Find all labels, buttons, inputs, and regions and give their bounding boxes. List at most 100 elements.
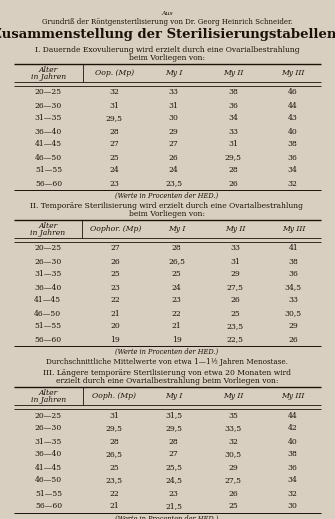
- Text: 44: 44: [288, 102, 298, 110]
- Text: 36: 36: [288, 463, 298, 471]
- Text: 27,5: 27,5: [225, 476, 242, 485]
- Text: My I: My I: [165, 69, 183, 77]
- Text: My II: My II: [223, 69, 244, 77]
- Text: 42: 42: [288, 425, 298, 432]
- Text: 31—35: 31—35: [34, 270, 61, 279]
- Text: 25: 25: [111, 270, 120, 279]
- Text: 31: 31: [228, 141, 238, 148]
- Text: 22: 22: [172, 309, 182, 318]
- Text: 25,5: 25,5: [165, 463, 182, 471]
- Text: 29: 29: [230, 270, 240, 279]
- Text: II. Temporäre Sterilisierung wird erzielt durch eine Ovarialbestrahlung: II. Temporäre Sterilisierung wird erziel…: [30, 202, 304, 210]
- Text: My III: My III: [281, 69, 305, 77]
- Text: 21: 21: [109, 502, 119, 511]
- Text: 27,5: 27,5: [226, 283, 244, 292]
- Text: Grundriß der Röntgensterilisierung von Dr. Georg Heinrich Schneider.: Grundriß der Röntgensterilisierung von D…: [42, 18, 292, 26]
- Text: 26—30: 26—30: [34, 257, 61, 266]
- Text: 34,5: 34,5: [285, 283, 302, 292]
- Text: 41—45: 41—45: [34, 296, 61, 305]
- Text: My I: My I: [165, 392, 183, 400]
- Text: 40: 40: [288, 438, 298, 445]
- Text: 24: 24: [172, 283, 182, 292]
- Text: My II: My II: [225, 225, 245, 233]
- Text: 26,5: 26,5: [168, 257, 185, 266]
- Text: 40: 40: [288, 128, 298, 135]
- Text: in Jahren: in Jahren: [31, 73, 66, 81]
- Text: 31: 31: [169, 102, 179, 110]
- Text: 23,5: 23,5: [106, 476, 123, 485]
- Text: 31: 31: [109, 102, 119, 110]
- Text: III. Längere temporäre Sterilisierung von etwa 20 Monaten wird: III. Längere temporäre Sterilisierung vo…: [43, 369, 291, 377]
- Text: 46—50: 46—50: [35, 476, 62, 485]
- Text: Alter: Alter: [38, 222, 57, 230]
- Text: 26: 26: [228, 180, 238, 187]
- Text: 46: 46: [288, 89, 298, 97]
- Text: 29,5: 29,5: [106, 115, 123, 122]
- Text: 43: 43: [288, 115, 298, 122]
- Text: Alter: Alter: [39, 66, 58, 74]
- Text: 20—25: 20—25: [34, 244, 61, 253]
- Text: 35: 35: [228, 412, 238, 419]
- Text: 26: 26: [228, 489, 238, 498]
- Text: 29,5: 29,5: [225, 154, 242, 161]
- Text: 32: 32: [288, 180, 298, 187]
- Text: My II: My II: [223, 392, 244, 400]
- Text: 30: 30: [288, 502, 298, 511]
- Text: 41—45: 41—45: [35, 141, 62, 148]
- Text: Zusammenstellung der Sterilisierungstabellen.: Zusammenstellung der Sterilisierungstabe…: [0, 28, 335, 41]
- Text: 22: 22: [111, 296, 120, 305]
- Text: 51—55: 51—55: [35, 489, 62, 498]
- Text: 31: 31: [109, 412, 119, 419]
- Text: 25: 25: [172, 270, 182, 279]
- Text: (Werte in Procenten der HED.): (Werte in Procenten der HED.): [115, 192, 219, 200]
- Text: 25: 25: [109, 154, 119, 161]
- Text: 33: 33: [228, 128, 238, 135]
- Text: 22: 22: [109, 489, 119, 498]
- Text: (Werte in Procenten der HED.): (Werte in Procenten der HED.): [115, 515, 219, 519]
- Text: erzielt durch eine Ovarialbestrahlung beim Vorliegen von:: erzielt durch eine Ovarialbestrahlung be…: [56, 377, 278, 385]
- Text: Oop. (Mp): Oop. (Mp): [95, 69, 134, 77]
- Text: 23,5: 23,5: [226, 322, 244, 331]
- Text: 20—25: 20—25: [35, 412, 62, 419]
- Text: beim Vorliegen von:: beim Vorliegen von:: [129, 210, 205, 218]
- Text: 27: 27: [109, 141, 119, 148]
- Text: 20: 20: [111, 322, 120, 331]
- Text: 44: 44: [288, 412, 298, 419]
- Text: 25: 25: [109, 463, 119, 471]
- Text: 38: 38: [288, 257, 298, 266]
- Text: 31—35: 31—35: [35, 115, 62, 122]
- Text: 31,5: 31,5: [165, 412, 182, 419]
- Text: 33,5: 33,5: [225, 425, 242, 432]
- Text: 51—55: 51—55: [34, 322, 61, 331]
- Text: 28: 28: [228, 167, 238, 174]
- Text: 46—50: 46—50: [35, 154, 62, 161]
- Text: 26—30: 26—30: [35, 102, 62, 110]
- Text: 56—60: 56—60: [35, 502, 62, 511]
- Text: 30: 30: [169, 115, 179, 122]
- Text: 23: 23: [109, 180, 119, 187]
- Text: 33: 33: [230, 244, 240, 253]
- Text: 34: 34: [288, 476, 298, 485]
- Text: 38: 38: [228, 89, 238, 97]
- Text: 27: 27: [169, 450, 179, 458]
- Text: 34: 34: [288, 167, 298, 174]
- Text: 36—40: 36—40: [34, 283, 61, 292]
- Text: 31—35: 31—35: [35, 438, 62, 445]
- Text: 22,5: 22,5: [226, 335, 244, 344]
- Text: (Werte in Procenten der HED.): (Werte in Procenten der HED.): [115, 348, 219, 356]
- Text: 29,5: 29,5: [106, 425, 123, 432]
- Text: 28: 28: [169, 438, 179, 445]
- Text: 36: 36: [228, 102, 238, 110]
- Text: 29: 29: [288, 322, 298, 331]
- Text: 28: 28: [172, 244, 182, 253]
- Text: 33: 33: [288, 296, 298, 305]
- Text: Oophor. (Mp): Oophor. (Mp): [90, 225, 141, 233]
- Text: 51—55: 51—55: [35, 167, 62, 174]
- Text: 32: 32: [228, 438, 238, 445]
- Text: 24,5: 24,5: [165, 476, 182, 485]
- Text: 26: 26: [111, 257, 120, 266]
- Text: Durchschnittliche Mittelwerte von etwa 1—1½ Jahren Menostase.: Durchschnittliche Mittelwerte von etwa 1…: [46, 358, 288, 366]
- Text: My I: My I: [168, 225, 185, 233]
- Text: 26—30: 26—30: [35, 425, 62, 432]
- Text: Ooph. (Mp): Ooph. (Mp): [92, 392, 136, 400]
